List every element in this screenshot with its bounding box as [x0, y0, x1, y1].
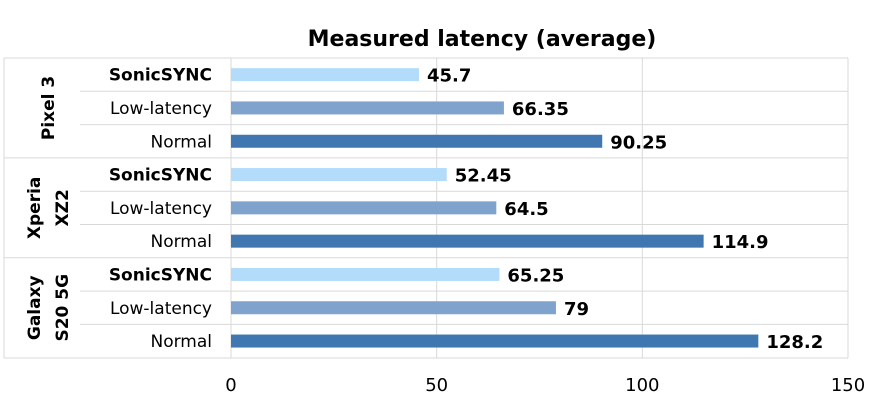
- data-label: 128.2: [766, 332, 823, 353]
- data-label: 114.9: [712, 232, 769, 253]
- category-label: Normal: [150, 332, 212, 352]
- group-label-line: S20 5G: [53, 274, 73, 342]
- data-label: 52.45: [455, 166, 512, 187]
- bar: [231, 334, 759, 348]
- category-label: SonicSYNC: [109, 265, 212, 285]
- group-label: Pixel 3: [39, 76, 59, 140]
- category-label: Low-latency: [110, 199, 212, 219]
- category-label: Low-latency: [110, 299, 212, 319]
- x-tick-label: 0: [225, 375, 236, 396]
- group-label: Xperia XZ2: [25, 177, 73, 240]
- x-tick-label: 150: [831, 375, 865, 396]
- bar: [231, 201, 497, 215]
- group-label-line: Xperia: [25, 177, 45, 240]
- group-label: Galaxy S20 5G: [25, 274, 73, 342]
- data-label: 65.25: [507, 265, 564, 286]
- category-label: Low-latency: [110, 99, 212, 119]
- bar: [231, 301, 556, 315]
- category-label: Normal: [150, 232, 212, 252]
- group-label-line: Galaxy: [25, 275, 45, 340]
- bar: [231, 234, 704, 248]
- x-tick-label: 100: [625, 375, 659, 396]
- bar: [231, 101, 504, 115]
- data-label: 79: [564, 299, 589, 320]
- bar: [231, 134, 603, 148]
- category-label: Normal: [150, 132, 212, 152]
- category-label: SonicSYNC: [109, 66, 212, 86]
- x-tick-label: 50: [425, 375, 448, 396]
- data-label: 45.7: [427, 66, 471, 87]
- data-label: 90.25: [610, 132, 667, 153]
- chart-title: Measured latency (average): [308, 27, 657, 52]
- bar: [231, 68, 419, 82]
- data-label: 66.35: [512, 99, 569, 120]
- group-label-line: XZ2: [53, 189, 73, 226]
- group-label-line: Pixel 3: [39, 76, 59, 140]
- bar: [231, 168, 447, 182]
- category-label: SonicSYNC: [109, 166, 212, 186]
- data-label: 64.5: [504, 199, 548, 220]
- bar: [231, 267, 500, 281]
